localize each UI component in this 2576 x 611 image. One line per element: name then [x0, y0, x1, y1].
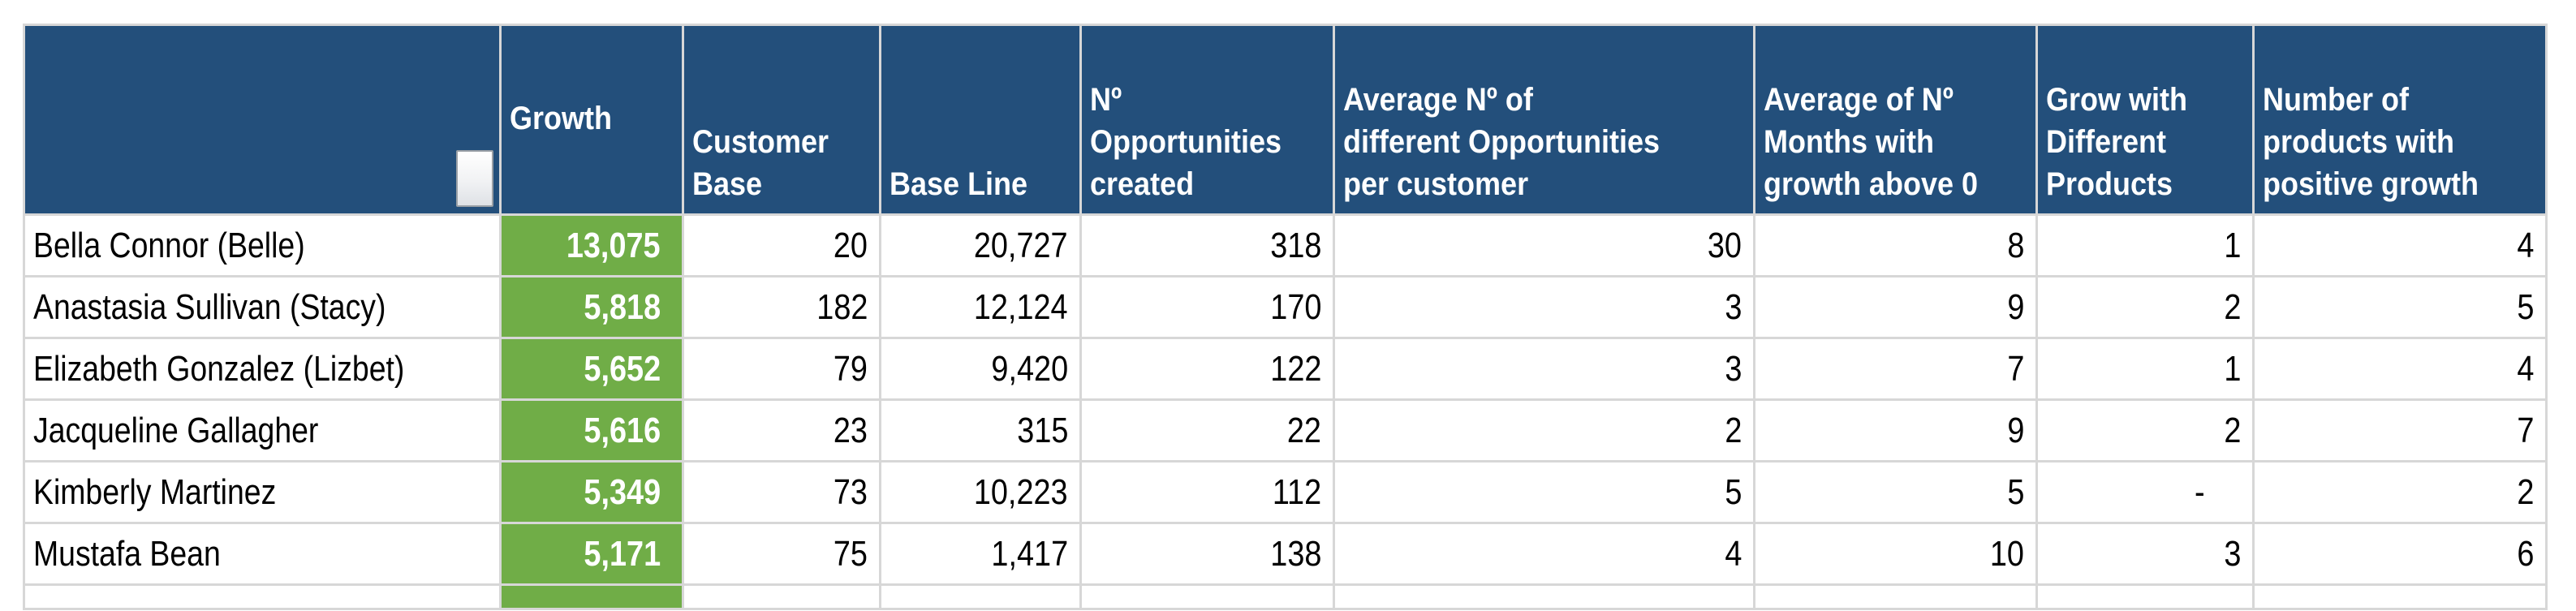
cell-avg-months-growth-above-0[interactable]: 10 — [1753, 522, 2038, 586]
cell-avg-months-growth-above-0[interactable]: 5 — [1753, 460, 2038, 524]
cell-name[interactable]: Mustafa Bean — [23, 522, 502, 586]
table-row: Elizabeth Gonzalez (Lizbet) 5,652 79 9,4… — [23, 337, 2548, 401]
cell-avg-months-growth-above-0[interactable]: 7 — [1753, 337, 2038, 401]
header-products-positive-growth: Number of products with positive growth — [2252, 24, 2548, 216]
cell-products-positive-growth[interactable]: 7 — [2252, 398, 2548, 463]
header-grow-with-different-products: Grow with Different Products — [2035, 24, 2255, 216]
cell-opportunities-created[interactable]: 138 — [1079, 522, 1335, 586]
cell-avg-opportunities-per-customer[interactable]: 5 — [1333, 460, 1755, 524]
cell-customer-base[interactable]: 79 — [682, 337, 881, 401]
cell-products-positive-growth[interactable] — [2252, 583, 2548, 610]
cell-grow-with-different-products[interactable]: - — [2035, 460, 2255, 524]
cell-opportunities-created[interactable]: 170 — [1079, 275, 1335, 339]
table-row: Anastasia Sullivan (Stacy) 5,818 182 12,… — [23, 275, 2548, 339]
cell-products-positive-growth[interactable]: 4 — [2252, 213, 2548, 278]
cell-grow-with-different-products[interactable] — [2035, 583, 2255, 610]
cell-name[interactable]: Anastasia Sullivan (Stacy) — [23, 275, 502, 339]
cell-opportunities-created[interactable]: 112 — [1079, 460, 1335, 524]
cell-growth[interactable]: 5,171 — [499, 522, 684, 586]
header-row: Growth Customer Base Base Line Nº Opport… — [23, 24, 2548, 216]
cell-avg-opportunities-per-customer[interactable]: 30 — [1333, 213, 1755, 278]
cell-opportunities-created[interactable] — [1079, 583, 1335, 610]
cell-name[interactable] — [23, 583, 502, 610]
cell-products-positive-growth[interactable]: 2 — [2252, 460, 2548, 524]
cell-growth[interactable]: 5,818 — [499, 275, 684, 339]
cell-opportunities-created[interactable]: 122 — [1079, 337, 1335, 401]
cell-avg-months-growth-above-0[interactable] — [1753, 583, 2038, 610]
header-opportunities-created: Nº Opportunities created — [1079, 24, 1335, 216]
cell-grow-with-different-products[interactable]: 3 — [2035, 522, 2255, 586]
cell-growth[interactable]: 13,075 — [499, 213, 684, 278]
table-row: Kimberly Martinez 5,349 73 10,223 112 5 … — [23, 460, 2548, 524]
cell-products-positive-growth[interactable]: 5 — [2252, 275, 2548, 339]
cell-grow-with-different-products[interactable]: 2 — [2035, 398, 2255, 463]
cell-products-positive-growth[interactable]: 6 — [2252, 522, 2548, 586]
table-row: Jacqueline Gallagher 5,616 23 315 22 2 9… — [23, 398, 2548, 463]
cell-opportunities-created[interactable]: 22 — [1079, 398, 1335, 463]
header-customer-base: Customer Base — [682, 24, 881, 216]
cell-avg-months-growth-above-0[interactable]: 8 — [1753, 213, 2038, 278]
cell-grow-with-different-products[interactable]: 2 — [2035, 275, 2255, 339]
cell-base-line[interactable]: 20,727 — [879, 213, 1082, 278]
cell-name[interactable]: Bella Connor (Belle) — [23, 213, 502, 278]
cell-base-line[interactable] — [879, 583, 1082, 610]
cell-avg-opportunities-per-customer[interactable]: 3 — [1333, 275, 1755, 339]
cell-avg-opportunities-per-customer[interactable] — [1333, 583, 1755, 610]
sales-growth-table: Growth Customer Base Base Line Nº Opport… — [23, 24, 2548, 610]
cell-growth[interactable]: 5,349 — [499, 460, 684, 524]
cell-avg-opportunities-per-customer[interactable]: 4 — [1333, 522, 1755, 586]
header-name-column — [23, 24, 502, 216]
cell-customer-base[interactable] — [682, 583, 881, 610]
header-growth: Growth — [499, 24, 684, 216]
table-row: Bella Connor (Belle) 13,075 20 20,727 31… — [23, 213, 2548, 278]
cell-base-line[interactable]: 10,223 — [879, 460, 1082, 524]
cell-base-line[interactable]: 9,420 — [879, 337, 1082, 401]
cell-customer-base[interactable]: 75 — [682, 522, 881, 586]
cell-grow-with-different-products[interactable]: 1 — [2035, 213, 2255, 278]
cell-growth[interactable]: 5,616 — [499, 398, 684, 463]
cell-avg-opportunities-per-customer[interactable]: 2 — [1333, 398, 1755, 463]
cell-customer-base[interactable]: 23 — [682, 398, 881, 463]
clipped-table-row — [23, 583, 2548, 610]
cell-name[interactable]: Elizabeth Gonzalez (Lizbet) — [23, 337, 502, 401]
cell-base-line[interactable]: 12,124 — [879, 275, 1082, 339]
cell-growth[interactable] — [499, 583, 684, 610]
cell-growth[interactable]: 5,652 — [499, 337, 684, 401]
cell-customer-base[interactable]: 73 — [682, 460, 881, 524]
header-avg-opportunities-per-customer: Average Nº of different Opportunities pe… — [1333, 24, 1755, 216]
cell-base-line[interactable]: 1,417 — [879, 522, 1082, 586]
table-row: Mustafa Bean 5,171 75 1,417 138 4 10 3 6 — [23, 522, 2548, 586]
cell-grow-with-different-products[interactable]: 1 — [2035, 337, 2255, 401]
cell-opportunities-created[interactable]: 318 — [1079, 213, 1335, 278]
cell-customer-base[interactable]: 182 — [682, 275, 881, 339]
cell-avg-opportunities-per-customer[interactable]: 3 — [1333, 337, 1755, 401]
cell-name[interactable]: Jacqueline Gallagher — [23, 398, 502, 463]
cell-products-positive-growth[interactable]: 4 — [2252, 337, 2548, 401]
sort-descending-filter-icon[interactable] — [456, 150, 493, 207]
cell-avg-months-growth-above-0[interactable]: 9 — [1753, 398, 2038, 463]
cell-base-line[interactable]: 315 — [879, 398, 1082, 463]
header-avg-months-growth-above-0: Average of Nº Months with growth above 0 — [1753, 24, 2038, 216]
cell-customer-base[interactable]: 20 — [682, 213, 881, 278]
cell-name[interactable]: Kimberly Martinez — [23, 460, 502, 524]
header-base-line: Base Line — [879, 24, 1082, 216]
cell-avg-months-growth-above-0[interactable]: 9 — [1753, 275, 2038, 339]
